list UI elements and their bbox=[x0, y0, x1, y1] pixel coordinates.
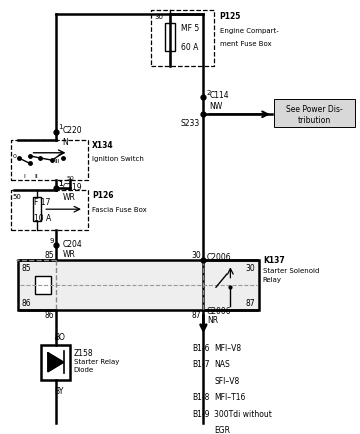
Text: Starter Solenoid: Starter Solenoid bbox=[263, 267, 319, 273]
Text: B1-7: B1-7 bbox=[193, 359, 210, 368]
Text: 85: 85 bbox=[44, 251, 54, 260]
Text: 30: 30 bbox=[154, 14, 163, 20]
Bar bbox=[33, 197, 41, 222]
Text: 85: 85 bbox=[22, 264, 31, 273]
Text: P126: P126 bbox=[92, 191, 113, 199]
Text: MFI–T16: MFI–T16 bbox=[214, 392, 246, 401]
Bar bbox=[274, 100, 355, 128]
Text: SFI–V8: SFI–V8 bbox=[214, 376, 239, 385]
Text: B1-9: B1-9 bbox=[193, 409, 210, 418]
Text: ment Fuse Box: ment Fuse Box bbox=[220, 41, 271, 46]
Text: Ignition Switch: Ignition Switch bbox=[92, 156, 144, 161]
Text: NAS: NAS bbox=[214, 359, 230, 368]
Text: BY: BY bbox=[54, 386, 63, 395]
Text: BO: BO bbox=[54, 333, 65, 342]
Text: 10 A: 10 A bbox=[34, 213, 51, 222]
Text: C114: C114 bbox=[210, 91, 229, 100]
Text: Diode: Diode bbox=[74, 366, 94, 372]
Text: C2006: C2006 bbox=[207, 253, 231, 261]
Text: 1: 1 bbox=[59, 124, 63, 130]
Text: 2: 2 bbox=[206, 89, 211, 95]
Text: MFI–V8: MFI–V8 bbox=[214, 343, 241, 352]
Text: See Power Dis-: See Power Dis- bbox=[286, 105, 342, 114]
Text: N: N bbox=[62, 138, 68, 146]
Text: 87: 87 bbox=[246, 298, 256, 307]
Text: tribution: tribution bbox=[297, 115, 331, 125]
Text: II: II bbox=[35, 173, 39, 178]
Text: F 17: F 17 bbox=[34, 197, 50, 207]
Text: B1-6: B1-6 bbox=[193, 343, 210, 352]
Text: B1-8: B1-8 bbox=[193, 392, 210, 401]
Text: NW: NW bbox=[210, 102, 223, 111]
Text: 50: 50 bbox=[13, 194, 22, 200]
Bar bbox=[151, 11, 214, 67]
Text: NR: NR bbox=[207, 316, 218, 324]
Text: MF 5: MF 5 bbox=[181, 24, 200, 33]
Text: Z158: Z158 bbox=[74, 349, 94, 357]
Text: Starter Relay: Starter Relay bbox=[74, 358, 119, 364]
Text: 50: 50 bbox=[66, 175, 74, 181]
Text: C2006: C2006 bbox=[207, 307, 231, 316]
Text: K137: K137 bbox=[263, 255, 284, 264]
Bar bbox=[11, 141, 88, 180]
Bar bbox=[11, 191, 88, 230]
Text: I: I bbox=[23, 173, 26, 178]
Text: Engine Compart-: Engine Compart- bbox=[220, 28, 278, 33]
Bar bbox=[35, 276, 51, 294]
Text: 86: 86 bbox=[22, 298, 31, 307]
Text: 9: 9 bbox=[50, 237, 54, 243]
Text: Relay: Relay bbox=[263, 276, 282, 283]
Text: C219: C219 bbox=[62, 183, 82, 192]
Text: 1: 1 bbox=[59, 181, 63, 187]
Text: 0: 0 bbox=[13, 154, 17, 159]
Text: P125: P125 bbox=[220, 12, 241, 21]
Text: 60 A: 60 A bbox=[181, 43, 199, 52]
Text: 300Tdi without: 300Tdi without bbox=[214, 409, 272, 418]
Bar bbox=[41, 345, 70, 380]
Text: X134: X134 bbox=[92, 141, 113, 149]
Bar bbox=[165, 23, 175, 52]
Text: WR: WR bbox=[62, 192, 75, 201]
Text: 30: 30 bbox=[246, 264, 256, 273]
Text: 87: 87 bbox=[192, 310, 202, 319]
Text: 30: 30 bbox=[192, 251, 202, 260]
Text: Fascia Fuse Box: Fascia Fuse Box bbox=[92, 207, 147, 213]
Bar bbox=[18, 260, 259, 310]
Text: EGR: EGR bbox=[214, 425, 230, 434]
Text: C220: C220 bbox=[62, 126, 82, 135]
Text: 1: 1 bbox=[59, 181, 63, 187]
Text: III: III bbox=[55, 158, 60, 163]
Text: S233: S233 bbox=[181, 118, 200, 127]
Text: 86: 86 bbox=[44, 310, 54, 319]
Polygon shape bbox=[48, 353, 64, 372]
Text: WR: WR bbox=[62, 250, 75, 258]
Text: C204: C204 bbox=[62, 240, 82, 248]
